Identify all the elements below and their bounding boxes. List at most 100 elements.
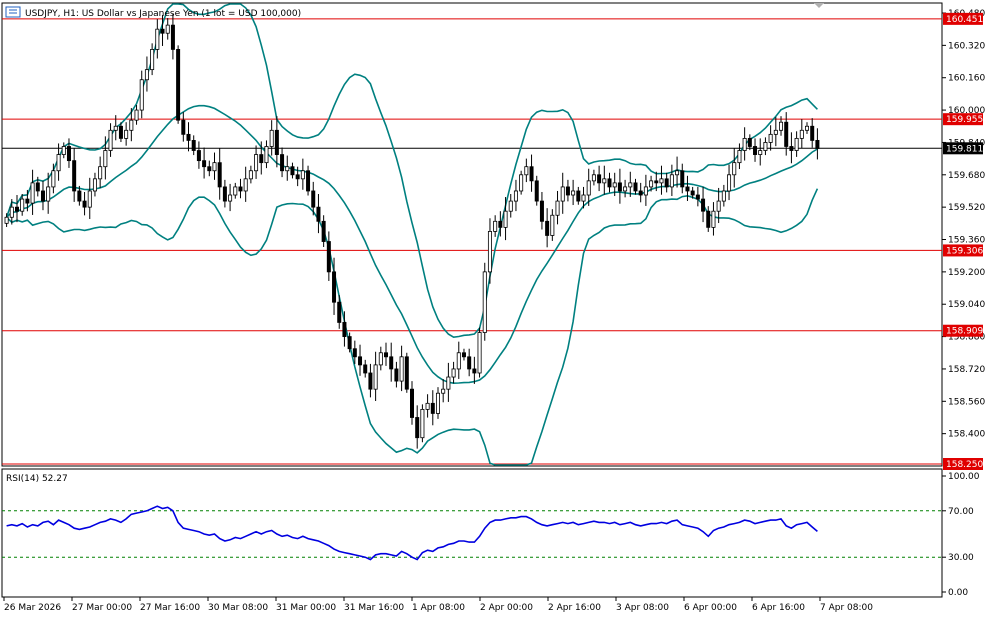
rsi-line [6,505,818,561]
level-labels: 160.451 159.955 159.306 158.909 158.250 159.8… [943,12,983,470]
candle-body-bullish [649,180,654,188]
candle-body-bearish [290,166,295,176]
candle-body-bearish [389,356,394,370]
rsi-axis-label: 30.00 [948,553,974,563]
candle-body-bearish [368,372,373,390]
price-level-label-bg [943,113,983,126]
candle-body-bullish [113,125,118,131]
candle-body-bullish [675,170,680,176]
price-level-label: 160.451 [946,15,983,25]
candle-body-bearish [617,182,622,192]
chart-menu-icon[interactable] [5,6,21,18]
candle-body-bullish [399,356,404,382]
candle-body-bullish [659,178,664,184]
time-axis-label: 2 Apr 00:00 [480,603,533,613]
candle-body-bullish [378,352,383,366]
rsi-title: RSI(14) 52.27 [6,474,68,484]
candle-body-bearish [706,210,711,228]
candle-body-bearish [404,356,409,390]
candle-body-bearish [332,271,337,303]
price-axis-label: 160.000 [948,106,985,116]
candle-body-bullish [155,28,160,50]
price-axis-label: 159.680 [948,171,985,181]
price-axis[interactable]: 160.480160.320160.160160.000159.840159.6… [942,9,985,598]
candle-body-bullish [482,271,487,333]
candle-body-bearish [186,133,191,141]
candle-body-bearish [415,417,420,439]
candle-body-bearish [358,356,363,366]
candle-body-bearish [35,182,40,192]
candle-body-bearish [695,194,700,200]
candle-body-bullish [555,200,560,216]
candle-body-bearish [191,140,196,151]
candle-body-bullish [92,178,97,192]
candle-body-bearish [409,388,414,418]
candle-body-bearish [633,182,638,192]
candle-body-bearish [347,336,352,350]
candle-body-bearish [394,368,399,382]
candle-body-bullish [233,186,238,196]
candle-body-bearish [217,162,222,188]
candle-body-bearish [576,190,581,202]
candle-body-bearish [222,186,227,202]
candle-body-bullish [61,146,66,155]
candle-body-bearish [461,352,466,358]
candle-body-bearish [363,364,368,374]
main-chart-frame[interactable] [1,2,943,467]
candle-body-bearish [238,186,243,192]
price-level-label: 158.250 [946,460,983,470]
candle-body-bullish [46,186,51,202]
candle-body-bearish [77,190,82,202]
candle-body-bullish [20,198,25,212]
candle-body-bullish [669,174,674,188]
candle-body-bullish [456,352,461,370]
price-axis-label: 159.200 [948,268,985,278]
candle-body-bullish [591,174,596,182]
candle-body-bullish [30,182,35,204]
candle-body-bullish [420,408,425,439]
candle-body-bearish [342,322,347,337]
candle-body-bullish [134,109,139,121]
candle-body-bearish [25,198,30,204]
time-axis-label: 3 Apr 08:00 [616,603,669,613]
candle-body-bearish [529,166,534,182]
candle-body-bearish [274,129,279,155]
candle-body-bearish [810,125,815,141]
candle-body-bearish [534,180,539,202]
candle-body-bullish [519,174,524,192]
candle-body-bearish [352,348,357,358]
price-axis-label: 159.520 [948,203,985,213]
chart-shift-marker-icon[interactable] [814,3,824,8]
candle-body-bullish [773,129,778,135]
candle-body-bullish [425,402,430,410]
rsi-axis-label: 0.00 [948,588,968,598]
candle-body-bearish [565,186,570,196]
time-axis-label: 31 Mar 16:00 [344,603,404,613]
candle-body-bullish [628,182,633,188]
price-axis-label: 159.040 [948,300,985,310]
candle-body-bearish [202,160,207,168]
price-axis-label: 158.880 [948,333,985,343]
candle-body-bullish [144,69,149,81]
candle-body-bearish [311,190,316,208]
time-axis-label: 1 Apr 08:00 [412,603,465,613]
rsi-window-frame[interactable] [1,468,943,598]
price-axis-label: 158.720 [948,365,985,375]
current-price-label-bg [943,142,983,155]
candlesticks [4,14,820,449]
candle-body-bullish [643,186,648,196]
candle-body-bearish [207,166,212,172]
candle-body-bullish [165,24,170,34]
candle-body-bullish [269,129,274,147]
candle-body-bullish [51,170,56,188]
candle-body-bullish [721,190,726,202]
candle-body-bearish [170,24,175,50]
candle-body-bullish [150,49,155,71]
candle-body-bullish [758,150,763,155]
candle-body-bullish [103,150,108,168]
time-axis[interactable]: 26 Mar 2026 27 Mar 00:00 27 Mar 16:00 30 Ma… [3,597,873,613]
price-axis-label: 160.160 [948,74,985,84]
horizontal-levels [2,18,942,465]
candle-body-bullish [300,170,305,180]
